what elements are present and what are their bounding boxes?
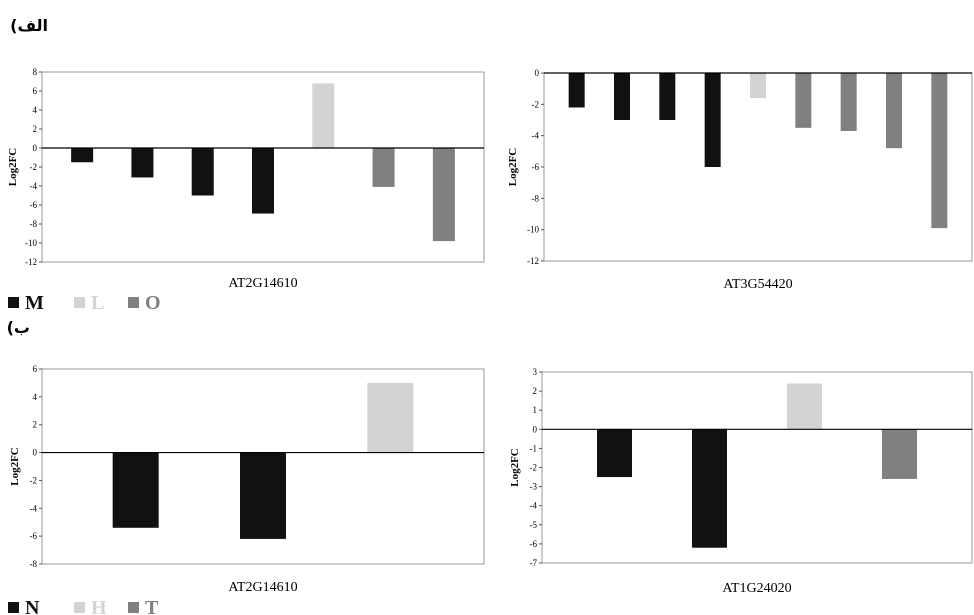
gene-label: AT2G14610 <box>228 580 297 595</box>
y-tick-label: -10 <box>527 225 539 235</box>
chart-a-at3g54420: 0 -2 -4 -6 -8 -10 -12 Log2FC AT3G54420 <box>507 68 973 292</box>
y-tick-label: 6 <box>33 364 38 374</box>
bar <box>787 383 822 430</box>
y-tick-label: -1 <box>530 443 538 453</box>
y-axis-label: Log2FC <box>507 148 519 187</box>
y-tick-label: 0 <box>33 448 38 458</box>
gene-label: AT3G54420 <box>723 277 792 292</box>
legend-swatch <box>8 297 19 308</box>
bar <box>886 73 902 149</box>
y-tick-label: -3 <box>530 482 538 492</box>
y-tick-label: 3 <box>533 367 538 377</box>
y-tick-label: -4 <box>530 501 538 511</box>
y-tick-label: 4 <box>33 105 38 115</box>
gene-label: AT2G14610 <box>228 276 297 291</box>
y-tick-label: 2 <box>533 386 538 396</box>
bar <box>659 73 676 120</box>
legend-swatch <box>74 297 85 308</box>
y-tick-label: -4 <box>30 503 38 513</box>
plot-frame <box>543 72 973 262</box>
legend-swatch <box>128 602 139 613</box>
y-tick-label: 8 <box>33 67 38 77</box>
y-tick-label: 0 <box>535 68 540 78</box>
y-tick-label: -8 <box>30 559 38 569</box>
y-axis-label: Log2FC <box>7 148 19 187</box>
y-tick-label: 4 <box>33 392 38 402</box>
bar <box>750 73 766 99</box>
chart-a-at2g14610: 8 6 4 2 0 -2 -4 -6 -8 -10 -12 Log2FC AT2G14610 <box>7 67 485 291</box>
y-tick-label: -6 <box>530 539 538 549</box>
y-tick-label: -10 <box>25 238 37 248</box>
legend-label: O <box>145 292 161 314</box>
panel-label-a: (الف <box>10 16 48 35</box>
y-tick-label: 1 <box>533 405 538 415</box>
legend-label: N <box>25 597 40 615</box>
bar <box>372 148 395 187</box>
bar <box>240 452 286 539</box>
y-tick-label: -4 <box>30 181 38 191</box>
legend-swatch <box>128 297 139 308</box>
y-tick-label: 0 <box>533 424 538 434</box>
legend-label: T <box>145 597 159 615</box>
y-tick-label: -12 <box>527 256 539 266</box>
y-tick-label: -5 <box>530 520 538 530</box>
y-tick-label: 2 <box>33 124 38 134</box>
y-tick-label: -6 <box>30 200 38 210</box>
y-tick-label: -8 <box>30 219 38 229</box>
panel-label-b: (ب <box>7 318 30 337</box>
chart-b-at2g14610: 6 4 2 0 -2 -4 -6 -8 Log2FC AT2G14610 <box>9 364 485 595</box>
y-tick-label: -8 <box>532 193 540 203</box>
bar <box>614 73 630 120</box>
legend-label: L <box>91 292 104 314</box>
bar <box>795 73 812 128</box>
y-tick-label: -2 <box>530 463 538 473</box>
bar <box>568 73 585 108</box>
legend-label: M <box>25 292 44 314</box>
legend-label: H <box>91 597 107 615</box>
bar <box>692 429 727 548</box>
bar <box>840 73 857 131</box>
y-tick-label: -2 <box>532 99 540 109</box>
y-axis-label: Log2FC <box>509 448 521 487</box>
bar <box>191 148 214 196</box>
legend-swatch <box>8 602 19 613</box>
bar <box>432 148 455 242</box>
bar <box>931 73 948 229</box>
bar <box>367 382 414 453</box>
bar <box>312 83 335 148</box>
y-tick-label: -12 <box>25 257 37 267</box>
y-tick-label: 2 <box>33 420 38 430</box>
bar <box>597 429 632 478</box>
bar <box>131 148 154 178</box>
bar <box>112 452 159 528</box>
y-tick-label: -7 <box>530 558 538 568</box>
legend-swatch <box>74 602 85 613</box>
bar <box>704 73 721 167</box>
y-tick-label: 6 <box>33 86 38 96</box>
y-tick-label: -6 <box>30 531 38 541</box>
gene-label: AT1G24020 <box>722 581 791 596</box>
y-tick-label: -2 <box>30 475 38 485</box>
bar <box>882 429 917 479</box>
bar <box>252 148 274 214</box>
y-tick-label: -6 <box>532 162 540 172</box>
plot-frame <box>41 368 485 565</box>
chart-b-at1g24020: 3 2 1 0 -1 -2 -3 -4 -5 -6 -7 Log2FC AT1G24020 <box>509 367 973 596</box>
y-axis-label: Log2FC <box>9 447 21 486</box>
y-tick-label: 0 <box>33 143 38 153</box>
bar <box>71 148 94 163</box>
y-tick-label: -2 <box>30 162 38 172</box>
y-tick-label: -4 <box>532 131 540 141</box>
